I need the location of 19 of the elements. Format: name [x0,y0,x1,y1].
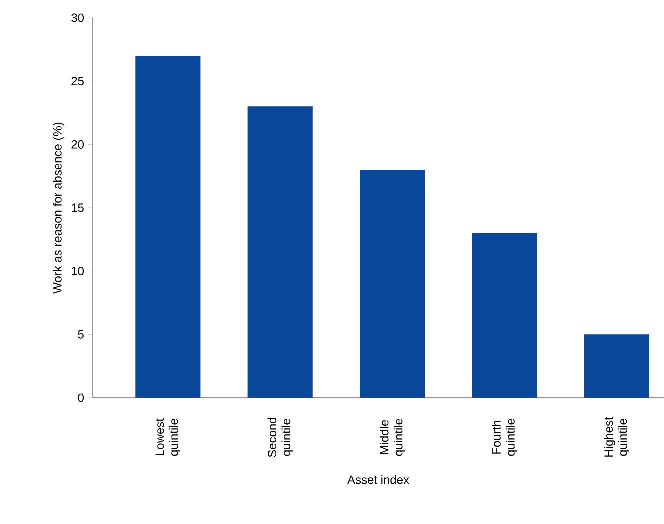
y-tick-label: 15 [72,204,84,212]
y-tick-label: 25 [72,77,84,86]
x-axis-title: Asset index [348,475,410,484]
y-tick-label: 10 [72,267,84,276]
y-axis-title: Work as reason for absence (%) [53,122,64,294]
bar [360,170,426,398]
bar [584,334,650,398]
x-tick-label: Highest quintile [604,417,630,457]
x-tick-label: Second quintile [268,418,293,458]
x-tick-label: Fourth quintile [492,419,518,456]
y-tick-label: 5 [78,330,84,339]
x-tick-label: Lowest quintile [156,418,181,456]
y-tick-label: 30 [72,14,84,22]
bar [248,106,313,398]
y-tick-label: 20 [72,140,84,149]
bar [472,233,538,398]
bar [136,56,201,398]
x-tick-label: Middle quintile [380,419,406,456]
y-tick-label: 0 [78,394,84,402]
